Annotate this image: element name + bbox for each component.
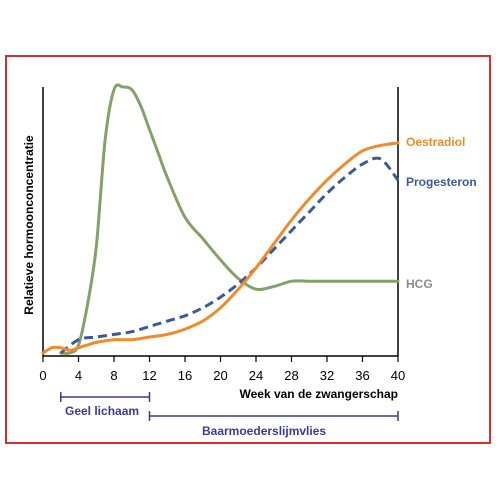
annotation-brackets (60, 392, 399, 421)
x-tick-label: 32 (320, 368, 334, 383)
legend-hcg: HCG (406, 277, 433, 291)
x-axis-label: Week van de zwangerschap (239, 387, 398, 401)
x-tick-label: 40 (391, 368, 405, 383)
axes (42, 87, 399, 357)
x-tick-label: 16 (178, 368, 192, 383)
legend-progesteron: Progesteron (406, 175, 477, 189)
legend-oestradiol: Oestradiol (406, 135, 465, 149)
figure-border (5, 55, 491, 444)
annotation-baarmoederslijmvlies: Baarmoederslijmvlies (202, 424, 326, 438)
annotation-geel-lichaam: Geel lichaam (65, 404, 139, 418)
x-ticks: 0 4 8 12 16 20 24 28 32 36 40 (39, 356, 405, 383)
series-line-oestradiol (41, 141, 400, 355)
x-tick-label: 20 (213, 368, 227, 383)
x-tick-label: 8 (110, 368, 117, 383)
x-tick-label: 28 (284, 368, 298, 383)
series-line-hcg (59, 83, 400, 356)
y-axis-label: Relatieve hormoonconcentratie (22, 135, 36, 315)
x-tick-label: 24 (249, 368, 263, 383)
x-tick-label: 4 (75, 368, 82, 383)
x-tick-label: 36 (355, 368, 369, 383)
series-lines (41, 83, 400, 356)
x-tick-label: 0 (39, 368, 46, 383)
series-line-progesteron (59, 156, 400, 355)
x-tick-label: 12 (142, 368, 156, 383)
